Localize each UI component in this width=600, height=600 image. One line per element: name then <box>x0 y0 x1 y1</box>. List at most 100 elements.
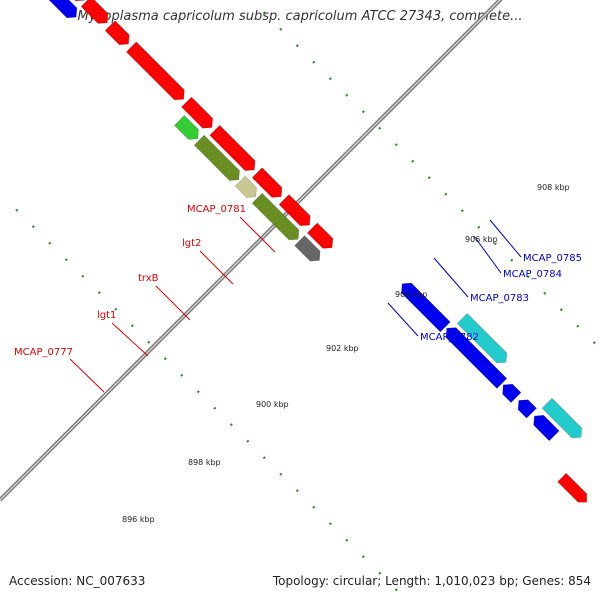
ruler-dot <box>361 555 365 559</box>
grey-gene-arrow <box>294 235 321 262</box>
leader-line <box>69 358 105 393</box>
ruler-label: 904 kbp <box>395 290 428 299</box>
ruler-dot <box>378 571 382 575</box>
map-title: Mycoplasma capricolum subsp. capricolum … <box>77 9 523 24</box>
ruler-dot <box>378 126 382 130</box>
ruler-dot <box>64 258 68 262</box>
ruler-dot <box>427 176 431 180</box>
ruler-dot <box>180 373 184 377</box>
ruler-dot <box>15 208 19 212</box>
blue-gene-arrow <box>401 282 451 333</box>
ruler-dot <box>328 522 332 526</box>
ruler-dot <box>279 472 283 476</box>
backbone <box>0 0 503 502</box>
ruler-dot <box>526 275 530 279</box>
ruler-dot <box>312 505 316 509</box>
red-gene-arrow <box>278 194 311 227</box>
green-gene-arrow <box>174 115 199 140</box>
ruler-dot <box>279 27 283 31</box>
olive-gene-arrow <box>193 134 240 181</box>
ruler-dot <box>559 308 563 312</box>
ruler-dot <box>229 423 233 427</box>
red-gene-arrow <box>80 0 109 24</box>
olive-gene-arrow <box>251 192 300 241</box>
leader-line <box>155 285 191 321</box>
blue-gene-arrow <box>533 414 560 442</box>
topology-summary: Topology: circular; Length: 1,010,023 bp… <box>272 574 591 588</box>
ruler-label: 896 kbp <box>122 515 155 524</box>
red-gene-arrow <box>251 167 283 198</box>
leader-line <box>387 302 419 337</box>
blue-gene-arrow <box>517 399 537 419</box>
leader-line <box>199 250 234 285</box>
gene-label: MCAP_0782 <box>420 332 479 343</box>
ruler-dot <box>114 307 118 311</box>
ruler-dot <box>48 241 52 245</box>
ruler-dot <box>328 77 332 81</box>
red-gene-arrow <box>209 124 256 171</box>
ruler-dot <box>510 258 514 262</box>
gene-label: MCAP_0784 <box>503 269 562 280</box>
red-gene-arrow <box>181 96 213 129</box>
cyan-gene-arrow <box>456 313 508 364</box>
ruler-dot <box>81 274 85 278</box>
gene-label: lgt1 <box>97 310 116 321</box>
ruler-dot <box>394 143 398 147</box>
red-gene-arrow <box>306 222 334 249</box>
red-gene-arrow <box>74 0 85 2</box>
gene-label: MCAP_0777 <box>14 347 73 358</box>
label-leader-lines <box>69 216 522 393</box>
ruler-dot <box>411 159 415 163</box>
ruler-dot <box>246 439 250 443</box>
leader-line <box>489 219 522 258</box>
ruler-dot <box>543 291 547 295</box>
accession-label: Accession: NC_007633 <box>9 574 146 588</box>
ruler-dot <box>312 60 316 64</box>
ruler-label: 902 kbp <box>326 344 359 353</box>
ruler-dot <box>262 11 266 15</box>
ruler-labels: 896 kbp 898 kbp 900 kbp 902 kbp 904 kbp 906 k… <box>122 183 570 524</box>
ruler-dot <box>147 340 151 344</box>
leader-line <box>433 257 469 298</box>
ruler-label: 906 kbp <box>465 235 498 244</box>
red-gene-arrow <box>104 20 130 46</box>
gene-label: MCAP_0783 <box>470 293 529 304</box>
ruler-label: 908 kbp <box>537 183 570 192</box>
ruler-dot <box>196 390 200 394</box>
red-gene-arrow <box>557 472 587 503</box>
ruler-dot <box>97 291 101 295</box>
gene-label: MCAP_0785 <box>523 253 582 264</box>
ruler-dot <box>394 588 398 592</box>
cyan-gene-arrow <box>541 397 583 439</box>
gene-labels: MCAP_0777 lgt1 trxB lgt2 MCAP_0781 MCAP_0782 M… <box>14 204 582 358</box>
ruler-dot <box>345 93 349 97</box>
ruler-dot <box>361 110 365 114</box>
ruler-dot <box>493 242 497 246</box>
red-gene-arrow <box>125 41 185 101</box>
ruler-dot <box>213 406 217 410</box>
ruler-dot <box>345 538 349 542</box>
blue-gene-arrow <box>48 0 78 19</box>
blue-gene-arrow <box>502 383 522 403</box>
ruler-dot <box>576 324 580 328</box>
ruler-dot <box>460 209 464 213</box>
ruler-dot <box>477 225 481 229</box>
ruler-dot <box>130 324 134 328</box>
ruler-dot <box>592 341 596 345</box>
leader-line <box>239 216 276 253</box>
gene-label: lgt2 <box>182 238 201 249</box>
ruler-dot <box>262 456 266 460</box>
ruler-dots-outer <box>15 208 398 592</box>
gene-label: MCAP_0781 <box>187 204 246 215</box>
ruler-dot <box>295 44 299 48</box>
ruler-dot <box>163 357 167 361</box>
leader-line <box>111 322 149 357</box>
ruler-dots-inner <box>262 11 596 345</box>
ruler-label: 900 kbp <box>256 400 289 409</box>
gene-features <box>48 0 587 503</box>
ruler-dot <box>31 225 35 229</box>
ruler-dot <box>295 489 299 493</box>
ruler-dot <box>444 192 448 196</box>
ruler-label: 898 kbp <box>188 458 221 467</box>
